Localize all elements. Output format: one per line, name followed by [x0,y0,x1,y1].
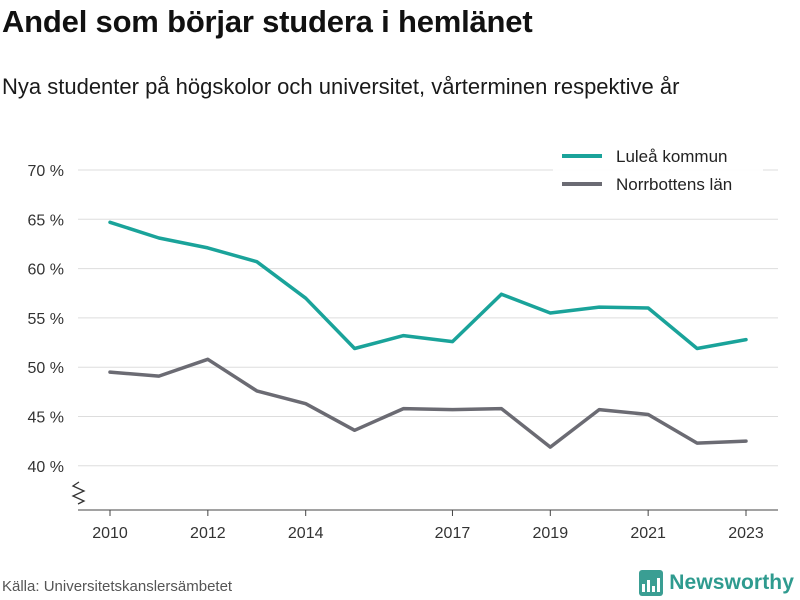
series-line [108,220,748,351]
chart-title: Andel som börjar studera i hemlänet [2,4,533,39]
axis-break-icon [71,481,86,505]
x-tick-label: 2021 [630,525,666,542]
series-line [108,357,748,449]
y-tick-label: 60 % [28,262,64,279]
y-tick-label: 70 % [28,163,64,180]
legend-background [553,140,763,206]
series-lines [108,220,748,449]
x-tick-label: 2012 [190,525,226,542]
source-note: Källa: Universitetskanslersämbetet [2,578,233,595]
legend-label: Luleå kommun [616,147,728,166]
y-tick-label: 55 % [28,311,64,328]
y-tick-label: 45 % [28,410,64,427]
legend: Luleå kommun Norrbottens län [553,140,763,206]
x-tick-label: 2019 [533,525,569,542]
bar-chart-logo-icon [639,570,664,596]
axes: 40 % 45 % 50 % 55 % 60 % 65 % 70 % 2010 2012 2014… [28,163,778,542]
x-tick-label: 2010 [92,525,128,542]
x-tick-label: 2023 [728,525,764,542]
brand-name: Newsworthy [669,571,794,594]
y-tick-label: 50 % [28,360,64,377]
chart-subtitle: Nya studenter på högskolor och universit… [2,74,680,99]
x-tick-label: 2017 [435,525,471,542]
grid-lines [78,169,778,467]
brand-logo: Newsworthy [639,568,794,598]
y-tick-label: 65 % [28,212,64,229]
x-tick-label: 2014 [288,525,324,542]
legend-label: Norrbottens län [616,175,732,194]
y-tick-label: 40 % [28,459,64,476]
